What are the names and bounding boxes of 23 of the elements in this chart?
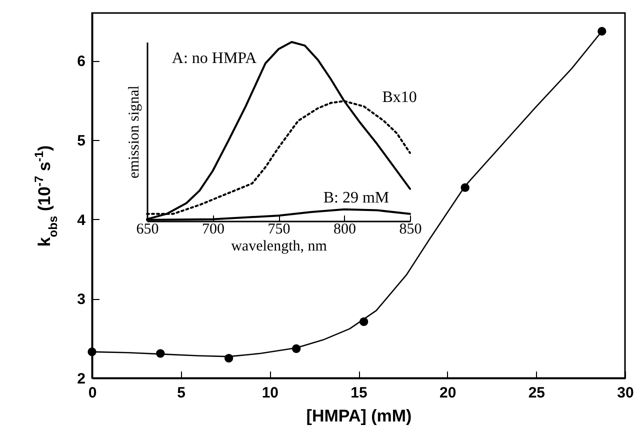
y-tick-label: 6 (77, 53, 86, 70)
x-tick-label: 30 (617, 384, 634, 402)
x-tick-label: 10 (262, 384, 279, 402)
x-tick-label: 20 (439, 384, 456, 402)
x-tick-label: 650 (136, 222, 159, 238)
y-tick-label: 3 (77, 291, 86, 308)
y-tick-label: 5 (77, 132, 86, 150)
x-tick-label: 800 (334, 222, 356, 238)
x-tick-label: 5 (177, 384, 186, 402)
series-label: Bx10 (382, 89, 417, 106)
x-axis-title: [HMPA] (mM) (306, 406, 412, 426)
x-axis-title: wavelength, nm (231, 238, 328, 254)
series-label: B: 29 mM (323, 189, 390, 206)
y-axis-title: emission signal (126, 86, 142, 178)
y-tick-label: 4 (77, 212, 86, 229)
series-label: A: no HMPA (172, 50, 258, 67)
x-tick-label: 750 (268, 222, 290, 238)
x-tick-label: 0 (88, 384, 97, 402)
x-tick-label: 15 (350, 384, 368, 402)
x-tick-label: 25 (528, 384, 546, 402)
x-tick-label: 700 (202, 222, 224, 238)
y-tick-label: 2 (77, 370, 86, 388)
x-tick-label: 850 (399, 222, 422, 238)
